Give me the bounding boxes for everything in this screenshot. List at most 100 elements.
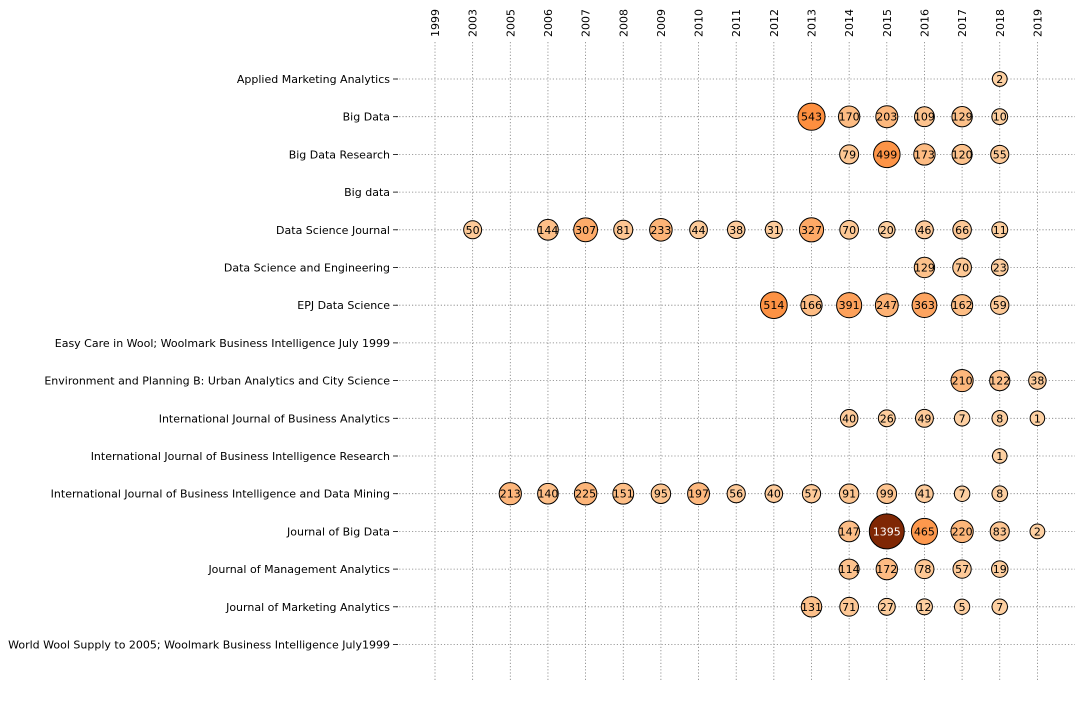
- bubble-value-label: 391: [839, 299, 860, 312]
- bubble-value-label: 40: [767, 488, 781, 501]
- bubble-value-label: 12: [917, 601, 931, 614]
- y-tick-label: Environment and Planning B: Urban Analyt…: [44, 375, 390, 388]
- bubble: [839, 144, 860, 165]
- bubble: [952, 257, 972, 278]
- bubble: [838, 520, 861, 543]
- bubble-value-label: 129: [914, 262, 935, 275]
- bubble-value-label: 99: [880, 488, 894, 501]
- bubble: [838, 558, 860, 580]
- bubble: [874, 293, 899, 318]
- bubble: [463, 220, 483, 240]
- bubble: [951, 106, 973, 128]
- bubble: [990, 258, 1009, 277]
- y-tick-label: EPJ Data Science: [297, 299, 390, 312]
- bubble: [877, 409, 896, 428]
- bubble: [990, 295, 1010, 315]
- bubble: [798, 217, 825, 243]
- x-tick-label: 2011: [730, 9, 743, 37]
- bubble: [1029, 410, 1046, 427]
- x-tick-label: 2018: [994, 9, 1007, 37]
- bubble: [953, 485, 971, 502]
- bubble-value-label: 70: [842, 224, 856, 237]
- bubble-value-label: 225: [575, 488, 596, 501]
- bubble-value-label: 122: [989, 375, 1010, 388]
- bubble-value-label: 162: [952, 299, 973, 312]
- bubble: [613, 219, 634, 240]
- bubble-value-label: 95: [654, 488, 668, 501]
- x-tick-label: 2009: [655, 9, 668, 37]
- bubble: [875, 557, 898, 581]
- bubble-value-label: 307: [575, 224, 596, 237]
- bubble-value-label: 233: [650, 224, 671, 237]
- bubble-value-label: 7: [959, 412, 966, 425]
- bubble: [687, 482, 710, 506]
- bubble: [991, 221, 1009, 239]
- bubble-value-label: 120: [952, 148, 973, 161]
- bubble: [836, 292, 863, 319]
- bubble-value-label: 57: [955, 563, 969, 576]
- bubble: [875, 105, 899, 129]
- bubble: [797, 102, 826, 131]
- bubble-value-label: 1395: [873, 525, 901, 538]
- bubble: [800, 596, 823, 618]
- bubble-value-label: 23: [993, 262, 1007, 275]
- bubble-value-label: 140: [537, 488, 558, 501]
- bubble-value-label: 327: [801, 224, 822, 237]
- bubble-value-label: 203: [876, 111, 897, 124]
- bubble: [800, 294, 823, 317]
- bubble: [876, 483, 898, 504]
- y-tick-label: Big Data Research: [289, 148, 390, 161]
- bubble-value-label: 41: [917, 488, 931, 501]
- x-axis: 1999 2003 2005 2006 2007 2008 2009 2010 2011 2012…: [429, 9, 1044, 37]
- bubble: [801, 484, 822, 504]
- bubble-value-label: 514: [763, 299, 784, 312]
- bubble-value-label: 220: [952, 525, 973, 538]
- bubble: [951, 143, 973, 165]
- bubble-value-label: 11: [993, 224, 1007, 237]
- bubble-value-label: 10: [993, 111, 1007, 124]
- bubble: [911, 292, 938, 319]
- grid-lines: [396, 42, 1075, 680]
- bubble-value-label: 40: [842, 412, 856, 425]
- x-tick-label: 2014: [843, 9, 856, 37]
- bubble: [953, 410, 971, 427]
- y-tick-label: Data Science Journal: [276, 224, 390, 237]
- bubble-value-label: 81: [616, 224, 630, 237]
- bubble: [873, 140, 901, 169]
- bubble-value-label: 91: [842, 488, 856, 501]
- bubble-value-label: 2: [996, 73, 1003, 86]
- bubble: [913, 143, 936, 166]
- y-tick-label: Journal of Management Analytics: [207, 563, 390, 576]
- bubble: [915, 484, 934, 504]
- bubble: [991, 448, 1008, 464]
- bubble-value-label: 247: [876, 299, 897, 312]
- bubble: [498, 482, 522, 506]
- bubble-value-label: 2: [1034, 525, 1041, 538]
- y-tick-label: Data Science and Engineering: [224, 262, 390, 275]
- bubble-value-label: 50: [466, 224, 480, 237]
- bubble-value-label: 46: [917, 224, 931, 237]
- bubble: [839, 409, 859, 428]
- y-axis: Applied Marketing Analytics Big Data Big D…: [8, 73, 398, 652]
- bubble: [915, 598, 933, 616]
- bubble: [990, 144, 1010, 164]
- y-tick-label: Journal of Big Data: [286, 525, 390, 538]
- bubble: [650, 483, 672, 504]
- y-tick-label: Easy Care in Wool; Woolmark Business Int…: [55, 337, 390, 350]
- bubble-value-label: 57: [805, 488, 819, 501]
- bubble: [989, 521, 1010, 542]
- y-tick-label: International Journal of Business Intell…: [51, 488, 390, 501]
- bubble: [573, 217, 599, 243]
- bubble: [838, 483, 860, 504]
- bubble: [953, 598, 971, 615]
- bubble-value-label: 210: [952, 375, 973, 388]
- bubble-value-label: 114: [839, 563, 860, 576]
- bubble-value-label: 166: [801, 299, 822, 312]
- bubble: [1028, 371, 1047, 390]
- x-tick-label: 2003: [467, 9, 480, 37]
- y-tick-label: Big data: [344, 186, 390, 199]
- x-tick-label: 2010: [693, 9, 706, 37]
- bubble-value-label: 19: [993, 563, 1007, 576]
- bubble: [991, 410, 1009, 427]
